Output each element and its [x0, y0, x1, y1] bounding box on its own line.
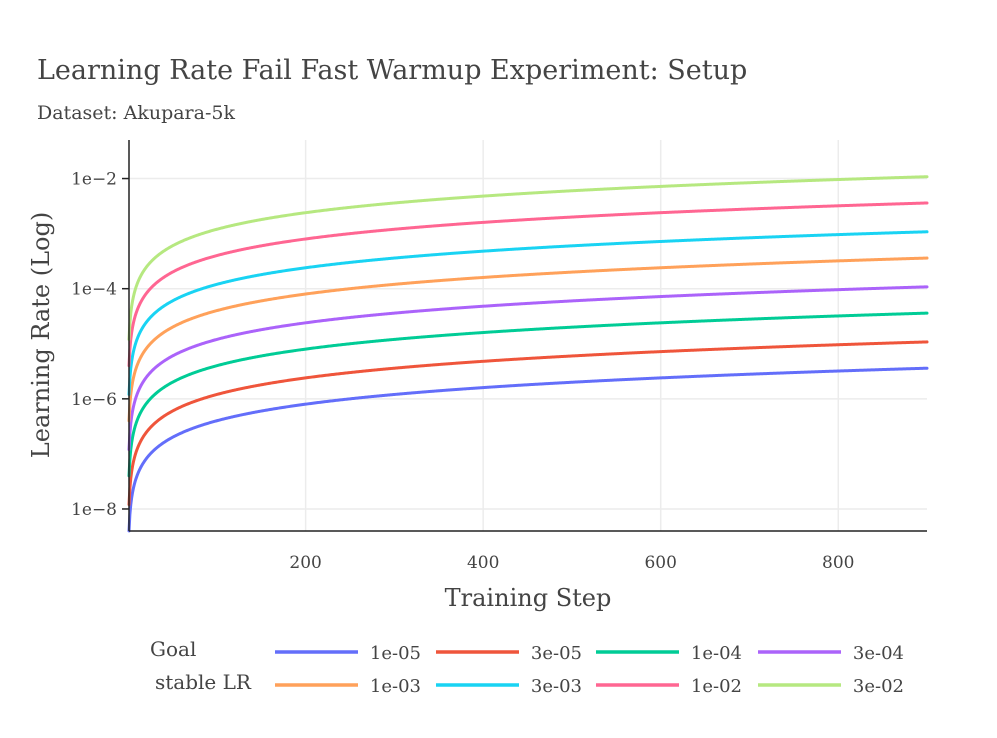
- series-line-3e-04: [127, 285, 929, 452]
- legend-label-3e-02: 3e-02: [853, 676, 904, 697]
- legend-label-1e-03: 1e-03: [370, 676, 421, 697]
- legend-title-line-2: stable LR: [155, 670, 252, 694]
- legend-label-1e-02: 1e-02: [691, 676, 742, 697]
- x-tick-label: 600: [644, 553, 676, 573]
- series-line-1e-04: [127, 311, 929, 478]
- legend-items: 1e-05 3e-05 1e-04 3e-04 1e-03 3e-03 1e-02 3e-02: [275, 643, 904, 697]
- x-tick-label: 200: [289, 553, 321, 573]
- axes: [128, 140, 927, 532]
- x-axis-label: Training Step: [445, 584, 612, 612]
- legend-title-line-1: Goal: [150, 637, 196, 661]
- x-tick-label: 400: [467, 553, 499, 573]
- series-line-3e-02: [127, 175, 929, 341]
- legend-label-1e-04: 1e-04: [691, 643, 742, 664]
- x-tick-label: 800: [822, 553, 854, 573]
- legend-label-3e-04: 3e-04: [853, 643, 904, 664]
- series-line-3e-03: [127, 230, 929, 396]
- legend: Goal stable LR 1e-05 3e-05 1e-04 3e-04 1e-03…: [150, 637, 904, 697]
- y-tick-label: 1e−2: [71, 170, 117, 190]
- legend-label-3e-05: 3e-05: [531, 643, 582, 664]
- y-tick-label: 1e−6: [71, 390, 117, 410]
- tick-labels: 200 400 600 800 1e−8 1e−6 1e−4 1e−2: [71, 170, 854, 573]
- series-line-1e-05: [127, 366, 929, 533]
- legend-label-3e-03: 3e-03: [531, 676, 582, 697]
- plot-series: [127, 175, 929, 533]
- legend-label-1e-05: 1e-05: [370, 643, 421, 664]
- y-tick-label: 1e−8: [71, 500, 117, 520]
- chart-subtitle: Dataset: Akupara-5k: [37, 102, 235, 124]
- series-line-3e-05: [127, 340, 929, 507]
- series-line-1e-03: [127, 256, 929, 423]
- series-line-1e-02: [127, 201, 929, 368]
- y-tick-label: 1e−4: [71, 280, 117, 300]
- y-axis-label: Learning Rate (Log): [27, 212, 55, 458]
- gridlines: [129, 140, 927, 531]
- chart-title: Learning Rate Fail Fast Warmup Experimen…: [37, 55, 747, 86]
